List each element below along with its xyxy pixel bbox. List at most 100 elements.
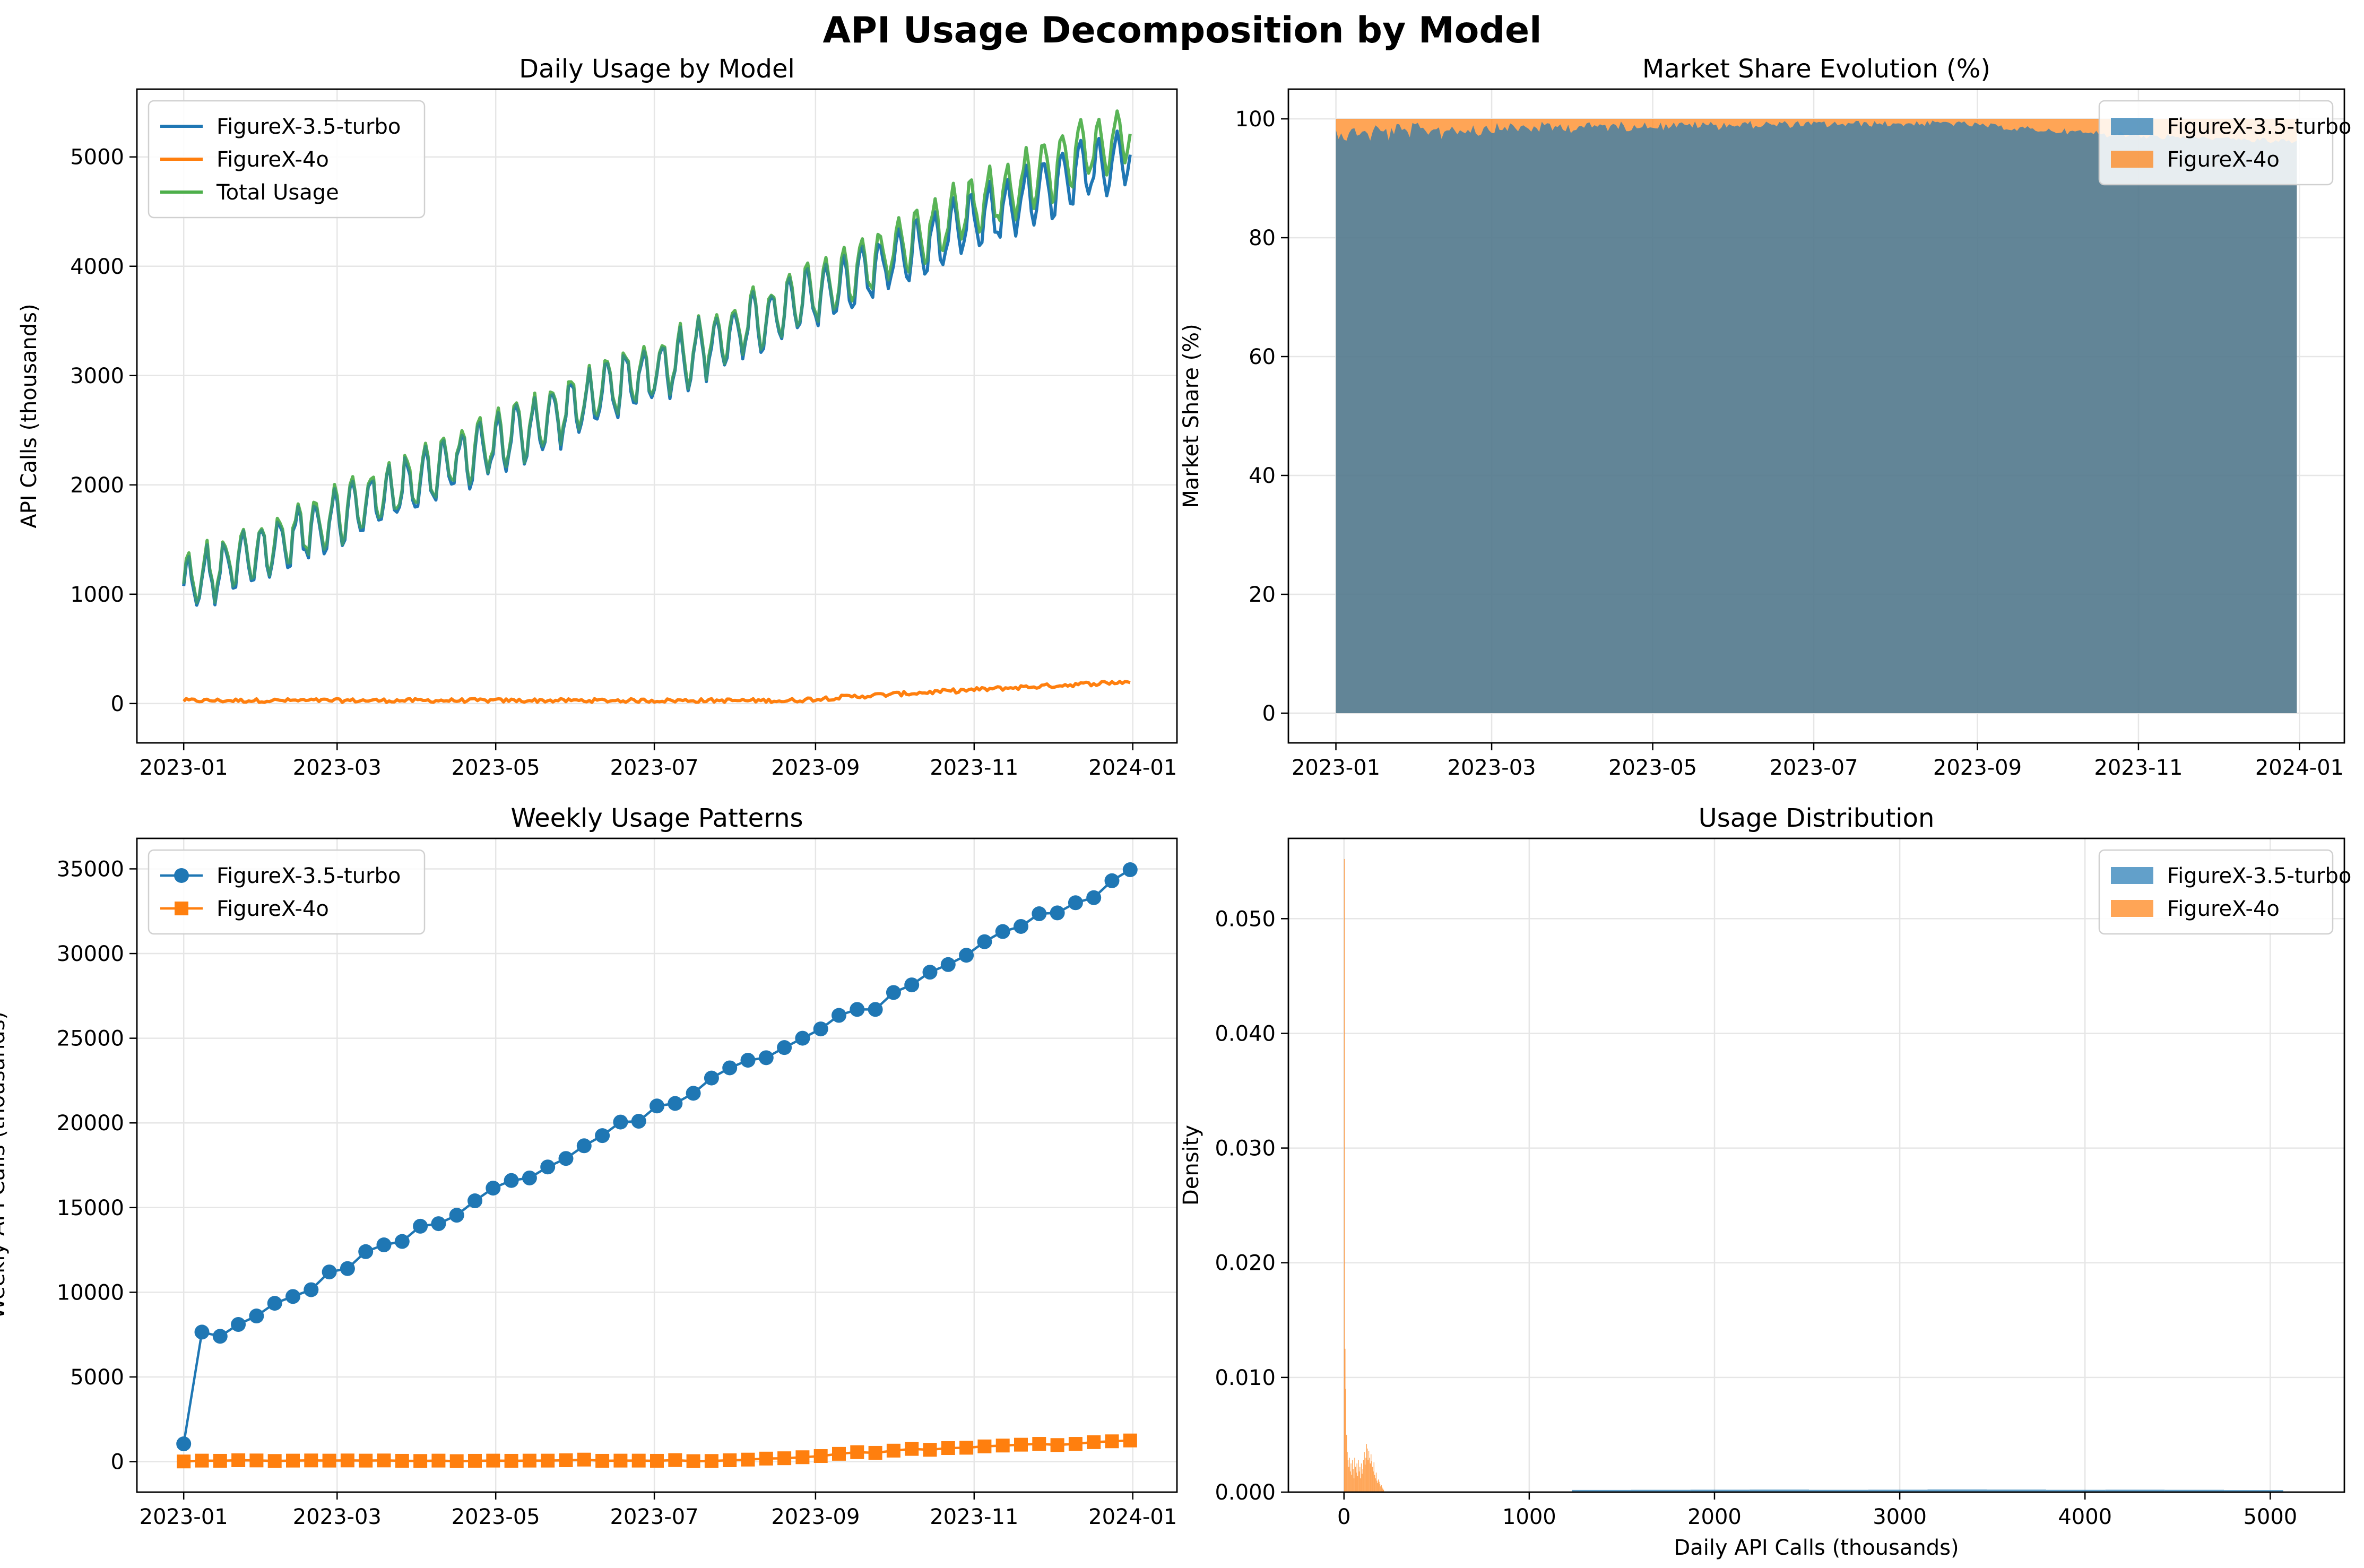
legend-swatch xyxy=(2111,151,2153,168)
hist-bar-4o xyxy=(1360,1478,1361,1492)
weekly-point-4o xyxy=(741,1452,755,1467)
x-tick-label: 2023-03 xyxy=(293,1505,382,1529)
hist-bar-4o xyxy=(1380,1486,1381,1492)
hist-bar-turbo xyxy=(1572,1489,1631,1492)
weekly-point-turbo xyxy=(868,1002,883,1017)
x-tick-label: 5000 xyxy=(2243,1505,2297,1529)
weekly-point-4o xyxy=(923,1443,937,1457)
weekly-point-turbo xyxy=(322,1264,337,1280)
weekly-point-4o xyxy=(832,1446,846,1461)
weekly-point-4o xyxy=(941,1441,955,1456)
hist-bar-4o xyxy=(1352,1460,1353,1492)
x-tick-label: 2023-11 xyxy=(930,756,1018,780)
hist-bar-4o xyxy=(1354,1458,1355,1492)
hist-bar-4o xyxy=(1359,1467,1361,1492)
hist-bar-4o xyxy=(1366,1444,1367,1492)
weekly-point-4o xyxy=(195,1453,209,1468)
market-share-panel: Market Share Evolution (%) Market Share … xyxy=(1179,54,2351,780)
weekly-usage-panel: Weekly Usage Patterns Weekly API Calls (… xyxy=(0,803,1178,1529)
y-tick-label: 0 xyxy=(111,692,124,716)
y-tick-label: 100 xyxy=(1235,107,1276,132)
weekly-point-turbo xyxy=(576,1138,592,1154)
plot-frame xyxy=(136,837,1178,1493)
y-tick-label: 10000 xyxy=(57,1280,124,1305)
weekly-point-4o xyxy=(977,1439,992,1453)
x-tick-label: 2023-11 xyxy=(930,1505,1018,1529)
weekly-point-turbo xyxy=(1122,862,1138,878)
weekly-point-4o xyxy=(249,1453,264,1468)
legend-box xyxy=(148,849,426,935)
y-tick-label: 15000 xyxy=(57,1196,124,1220)
daily-usage-ylabel: API Calls (thousands) xyxy=(17,304,41,528)
hist-bar-4o xyxy=(1383,1489,1384,1492)
weekly-point-turbo xyxy=(176,1436,192,1452)
weekly-point-4o xyxy=(1032,1437,1046,1451)
weekly-point-turbo xyxy=(1050,905,1065,921)
x-tick-label: 2024-01 xyxy=(1088,756,1177,780)
hist-bar-4o xyxy=(1374,1475,1375,1492)
hist-bar-4o xyxy=(1363,1460,1364,1492)
hist-bar-turbo xyxy=(1987,1489,2046,1492)
weekly-point-4o xyxy=(650,1453,664,1468)
y-tick-label: 3000 xyxy=(70,364,124,388)
weekly-usage-ylabel: Weekly API Calls (thousands) xyxy=(0,1011,10,1319)
hist-bar-turbo xyxy=(2105,1489,2165,1492)
weekly-point-4o xyxy=(340,1453,354,1468)
daily-usage-title: Daily Usage by Model xyxy=(519,54,795,84)
weekly-point-turbo xyxy=(467,1193,482,1209)
x-tick-label: 2023-07 xyxy=(610,1505,699,1529)
weekly-point-4o xyxy=(723,1453,737,1467)
weekly-point-turbo xyxy=(358,1244,374,1259)
weekly-point-4o xyxy=(304,1453,318,1468)
y-tick-label: 5000 xyxy=(70,1365,124,1390)
hist-bar-turbo xyxy=(2046,1489,2106,1492)
legend-label: FigureX-4o xyxy=(2167,897,2280,921)
x-tick-label: 4000 xyxy=(2058,1505,2112,1529)
weekly-point-turbo xyxy=(1068,895,1083,911)
weekly-point-turbo xyxy=(613,1114,628,1130)
weekly-point-turbo xyxy=(1086,890,1102,905)
weekly-point-turbo xyxy=(558,1151,574,1166)
weekly-point-turbo xyxy=(376,1237,392,1253)
weekly-point-4o xyxy=(395,1453,409,1468)
weekly-point-4o xyxy=(359,1453,373,1468)
usage-distribution-panel: Usage Distribution Density Daily API Cal… xyxy=(1179,803,2351,1560)
legend-swatch xyxy=(2111,867,2153,884)
hist-bar-4o xyxy=(1355,1467,1356,1492)
weekly-point-4o xyxy=(704,1454,718,1468)
weekly-point-4o xyxy=(504,1453,518,1468)
weekly-point-4o xyxy=(177,1454,191,1469)
share-area-turbo xyxy=(1336,120,2297,714)
y-tick-label: 35000 xyxy=(57,857,124,881)
weekly-point-4o xyxy=(868,1445,882,1460)
weekly-point-4o xyxy=(322,1453,336,1468)
weekly-point-turbo xyxy=(850,1002,865,1017)
weekly-point-4o xyxy=(468,1453,482,1468)
plot-frame xyxy=(1287,88,2345,744)
legend-label: Total Usage xyxy=(216,180,339,205)
x-tick-label: 2023-01 xyxy=(140,756,228,780)
weekly-point-4o xyxy=(613,1453,628,1468)
hist-bar-4o xyxy=(1357,1476,1358,1492)
hist-bar-4o xyxy=(1356,1463,1357,1492)
weekly-point-4o xyxy=(486,1453,500,1468)
weekly-point-turbo xyxy=(722,1060,738,1076)
x-tick-label: 2024-01 xyxy=(2255,756,2344,780)
legend-label: FigureX-4o xyxy=(217,897,329,921)
weekly-point-turbo xyxy=(413,1218,428,1234)
x-tick-label: 2023-07 xyxy=(610,756,699,780)
weekly-point-turbo xyxy=(304,1282,319,1297)
y-tick-label: 1000 xyxy=(70,583,124,607)
weekly-point-turbo xyxy=(1032,906,1047,922)
weekly-point-turbo xyxy=(758,1050,774,1065)
legend-marker xyxy=(175,902,188,915)
y-tick-label: 80 xyxy=(1249,226,1276,250)
weekly-point-4o xyxy=(1050,1438,1064,1452)
weekly-point-4o xyxy=(286,1453,300,1468)
weekly-point-4o xyxy=(595,1453,610,1468)
x-tick-label: 2023-09 xyxy=(771,1505,860,1529)
x-tick-label: 0 xyxy=(1337,1505,1350,1529)
legend-box xyxy=(2098,849,2334,935)
legend-box xyxy=(2098,100,2334,186)
